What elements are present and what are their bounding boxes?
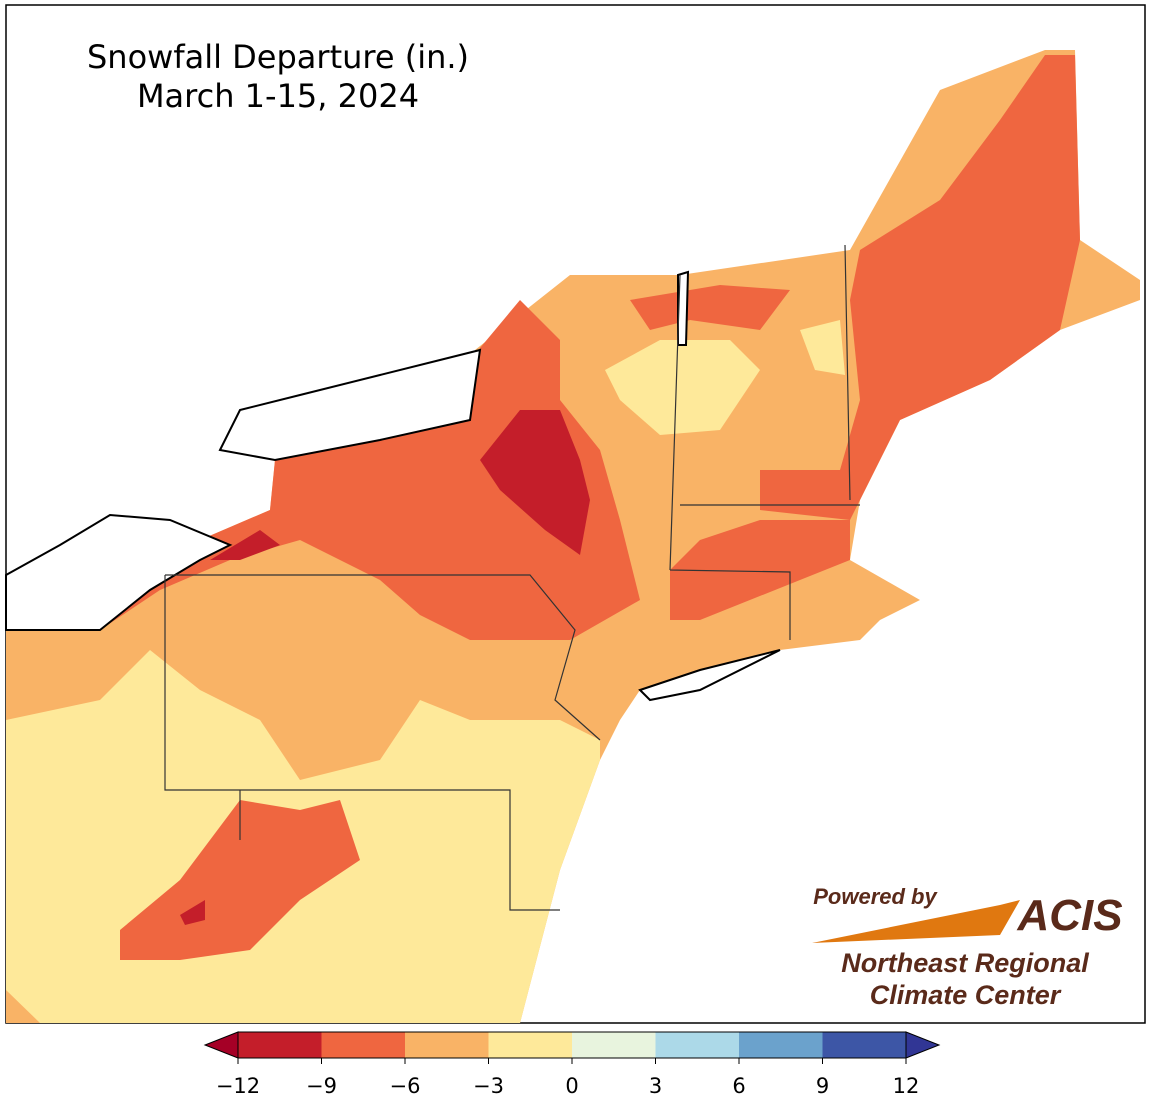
colorbar-bin — [321, 1032, 405, 1058]
colorbar-tick-label: 9 — [816, 1074, 829, 1098]
logo-tagline: Powered by — [813, 884, 938, 909]
region-orange-red-ma — [670, 520, 850, 620]
colorbar-tick-label: −12 — [216, 1074, 260, 1098]
colorbar-bin — [655, 1032, 739, 1058]
colorbar-bin — [739, 1032, 823, 1058]
region-orange-red-ny — [6, 300, 640, 640]
logo-swoosh — [812, 900, 1020, 943]
region-orange-red-wv — [120, 800, 360, 960]
colorbar-bin — [572, 1032, 656, 1058]
border — [164, 244, 860, 911]
colorbar-over — [905, 1031, 941, 1059]
map-title: Snowfall Departure (in.) — [87, 38, 469, 76]
lakes-coast — [5, 270, 781, 702]
colorbar-bin — [488, 1032, 572, 1058]
colorbar-tick-label: 12 — [893, 1074, 920, 1098]
colorbar-tick-label: −9 — [306, 1074, 337, 1098]
region-orange-red-me — [760, 55, 1080, 520]
lake-ontario — [218, 348, 482, 462]
logo-org-line: Climate Center — [870, 980, 1062, 1010]
region-yellow-nh — [800, 320, 845, 375]
colorbar: −12 −9 −6 −3 0 3 6 9 12 — [203, 1031, 941, 1098]
region-orange-red-north — [630, 285, 790, 330]
colorbar-bin — [822, 1032, 906, 1058]
colorbar-under — [203, 1031, 239, 1059]
logo-org-line: Northeast Regional — [841, 948, 1089, 978]
colorbar-bin — [405, 1032, 489, 1058]
long-island-sound — [638, 649, 781, 702]
region-red-wnY — [210, 530, 280, 560]
lake-erie — [5, 513, 233, 631]
colorbar-tick-label: −6 — [390, 1074, 421, 1098]
colorbar-tick-label: 0 — [565, 1074, 578, 1098]
colorbar-bin — [238, 1032, 322, 1058]
colorbar-tick-label: −3 — [473, 1074, 504, 1098]
logo-name: ACIS — [1016, 891, 1122, 940]
map-regions — [6, 50, 1140, 1023]
colorbar-tick-label: 3 — [649, 1074, 662, 1098]
state-borders — [164, 244, 860, 911]
region-yellow-vt — [605, 340, 760, 435]
region-red-wv — [180, 900, 205, 925]
colorbar-tick-label: 6 — [732, 1074, 745, 1098]
logo: Powered by ACIS Northeast Regional Clima… — [812, 884, 1123, 1010]
region-red-ny — [480, 410, 590, 555]
map-subtitle: March 1-15, 2024 — [137, 77, 419, 115]
